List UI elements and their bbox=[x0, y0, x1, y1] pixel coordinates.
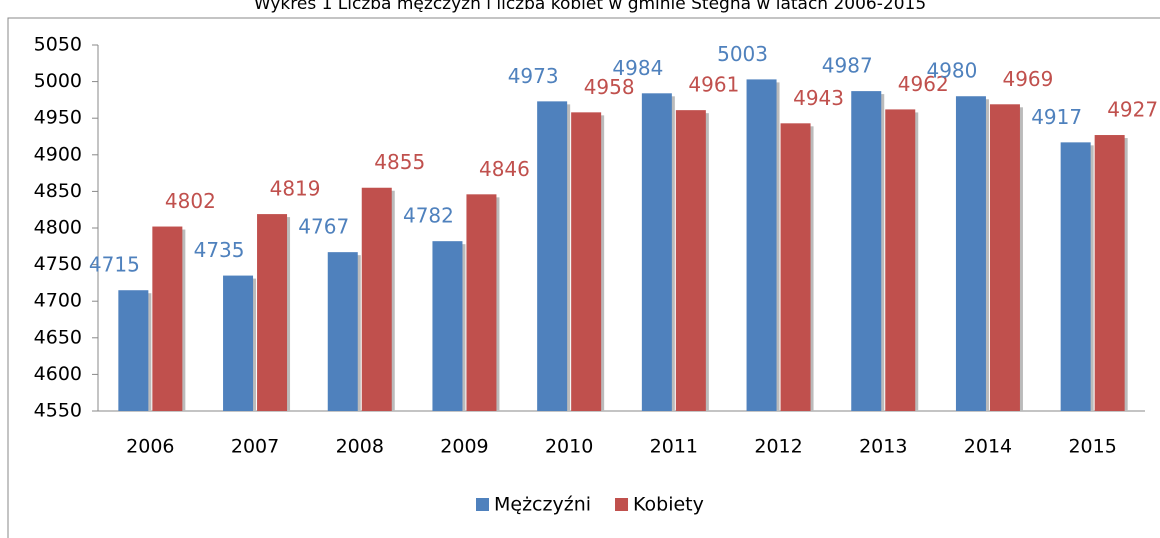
x-tick-label: 2012 bbox=[754, 436, 802, 458]
legend-swatch bbox=[615, 498, 629, 511]
data-label: 4973 bbox=[508, 64, 559, 88]
x-tick-label: 2008 bbox=[336, 436, 384, 458]
x-tick-label: 2015 bbox=[1068, 436, 1116, 458]
legend-swatch bbox=[476, 498, 489, 511]
legend-label: Mężczyźni bbox=[494, 494, 591, 516]
y-tick-label: 4800 bbox=[34, 217, 82, 239]
data-label: 4984 bbox=[612, 56, 663, 80]
x-tick-label: 2007 bbox=[231, 436, 279, 458]
y-tick-label: 5000 bbox=[34, 70, 82, 92]
bar bbox=[432, 241, 463, 411]
y-tick-label: 5050 bbox=[34, 34, 82, 56]
bar bbox=[257, 214, 288, 411]
y-tick-label: 4550 bbox=[34, 400, 82, 422]
data-label: 4917 bbox=[1031, 105, 1082, 129]
data-label: 4855 bbox=[374, 150, 425, 174]
bar bbox=[675, 110, 706, 411]
y-tick-label: 4650 bbox=[34, 326, 82, 348]
data-label: 4987 bbox=[822, 54, 873, 78]
bar bbox=[118, 290, 149, 411]
bar bbox=[152, 226, 183, 411]
data-label: 4961 bbox=[688, 73, 739, 97]
bar bbox=[361, 187, 392, 411]
x-tick-label: 2006 bbox=[126, 436, 174, 458]
bar bbox=[571, 112, 602, 412]
y-tick-label: 4850 bbox=[34, 180, 82, 202]
legend-label: Kobiety bbox=[633, 494, 704, 516]
data-label: 4846 bbox=[479, 157, 530, 181]
data-label: 4819 bbox=[270, 177, 321, 201]
bar bbox=[955, 96, 986, 412]
bar bbox=[641, 93, 672, 411]
data-label: 4767 bbox=[298, 215, 349, 239]
data-label: 4980 bbox=[926, 59, 977, 83]
bar bbox=[989, 104, 1020, 412]
bar bbox=[1094, 135, 1125, 411]
title-backdrop bbox=[300, 0, 880, 16]
bar bbox=[327, 252, 358, 411]
x-tick-label: 2009 bbox=[440, 436, 488, 458]
data-label: 4969 bbox=[1002, 67, 1053, 91]
chart-title: Wykres 1 Liczba mężczyzn i liczba kobiet… bbox=[254, 0, 926, 14]
data-label: 4927 bbox=[1107, 98, 1158, 122]
data-label: 5003 bbox=[717, 42, 768, 66]
data-label: 4958 bbox=[584, 75, 635, 99]
data-label: 4802 bbox=[165, 189, 216, 213]
y-tick-label: 4950 bbox=[34, 107, 82, 129]
bar bbox=[466, 194, 497, 411]
bar bbox=[1060, 142, 1091, 411]
y-tick-label: 4900 bbox=[34, 143, 82, 165]
y-tick-label: 4700 bbox=[34, 290, 82, 312]
bar bbox=[885, 109, 916, 411]
x-tick-label: 2013 bbox=[859, 436, 907, 458]
data-label: 4715 bbox=[89, 253, 140, 277]
bar bbox=[223, 275, 254, 411]
x-tick-label: 2011 bbox=[650, 436, 698, 458]
bar bbox=[851, 91, 882, 411]
bar bbox=[746, 79, 777, 412]
data-label: 4782 bbox=[403, 204, 454, 228]
y-tick-label: 4600 bbox=[34, 363, 82, 385]
data-label: 4735 bbox=[194, 238, 245, 262]
x-tick-label: 2014 bbox=[964, 436, 1012, 458]
data-label: 4943 bbox=[793, 86, 844, 110]
data-label: 4962 bbox=[898, 72, 949, 96]
x-tick-label: 2010 bbox=[545, 436, 593, 458]
bar bbox=[537, 101, 568, 411]
y-tick-label: 4750 bbox=[34, 253, 82, 275]
bar bbox=[780, 123, 811, 411]
